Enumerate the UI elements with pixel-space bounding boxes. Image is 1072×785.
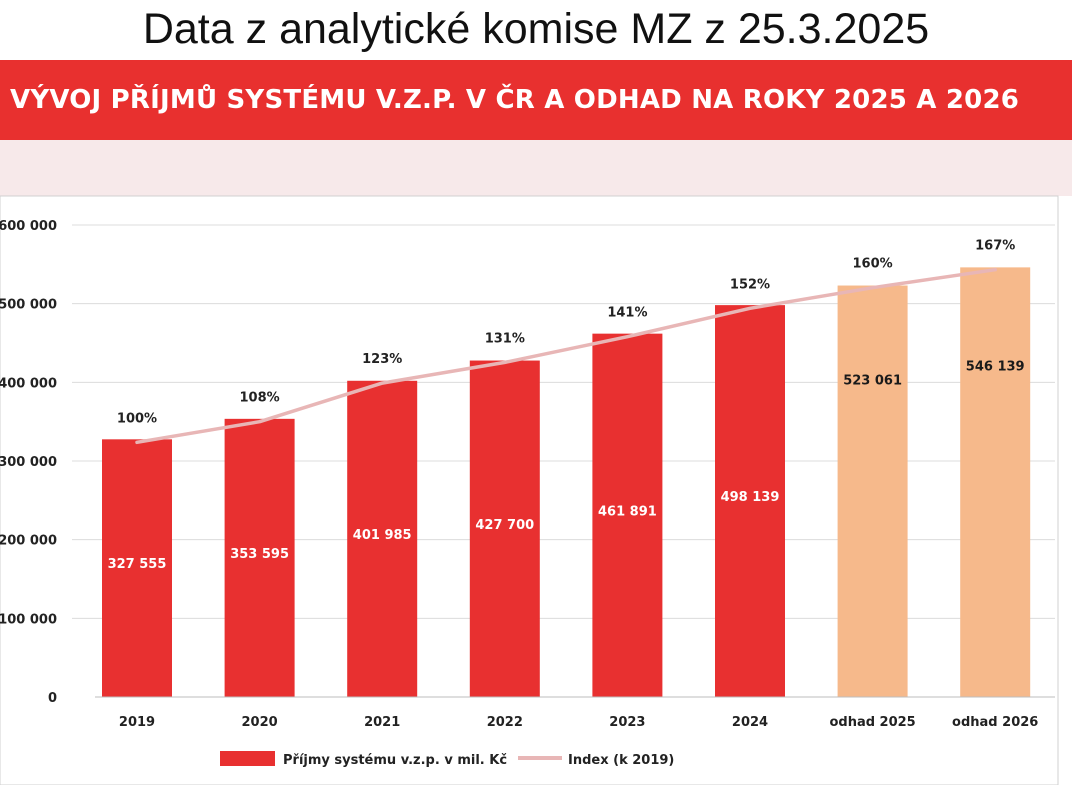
- y-tick-label: 100 000: [0, 612, 57, 627]
- bar: [837, 285, 908, 697]
- index-point: [381, 382, 383, 384]
- bar-value-label: 427 700: [475, 518, 534, 533]
- y-tick-label: 200 000: [0, 534, 57, 549]
- bar-value-label: 498 139: [721, 490, 780, 505]
- bar: [592, 333, 663, 697]
- chart-title-banner: VÝVOJ PŘÍJMŮ SYSTÉMU V.Z.P. V ČR A ODHAD…: [0, 60, 1072, 140]
- plot-frame: [0, 195, 1059, 785]
- bar-value-label: 401 985: [353, 528, 412, 543]
- x-tick-label: 2023: [609, 715, 645, 730]
- page-title: Data z analytické komise MZ z 25.3.2025: [142, 4, 930, 53]
- x-tick-label: odhad 2025: [829, 715, 915, 730]
- bar: [960, 267, 1031, 697]
- bar-value-label: 461 891: [598, 504, 657, 519]
- bar: [224, 418, 295, 697]
- chart-title: VÝVOJ PŘÍJMŮ SYSTÉMU V.Z.P. V ČR A ODHAD…: [10, 85, 1020, 115]
- index-line: [135, 267, 997, 445]
- x-tick-label: 2024: [732, 715, 768, 730]
- y-axis: 0 100 000 200 000 300 000 400 000 500 000 600 …: [0, 219, 57, 706]
- bar: [102, 439, 172, 697]
- bar: [347, 380, 418, 697]
- bar-value-label: 523 061: [843, 373, 902, 388]
- legend-bar-swatch: [220, 751, 275, 766]
- index-point: [749, 307, 751, 309]
- index-label: 131%: [485, 331, 525, 346]
- index-point: [994, 269, 996, 271]
- y-tick-label: 600 000: [0, 219, 57, 234]
- bar-series: [102, 267, 1031, 697]
- y-tick-label: 0: [48, 691, 57, 706]
- y-tick-label: 500 000: [0, 298, 57, 313]
- legend-bar-label: Příjmy systému v.z.p. v mil. Kč: [283, 753, 507, 768]
- bar-value-label: 327 555: [108, 557, 167, 572]
- y-tick-label: 300 000: [0, 455, 57, 470]
- y-tick-label: 400 000: [0, 376, 57, 391]
- index-labels: 100% 108% 123% 131% 141% 152% 160% 167%: [117, 239, 1015, 443]
- bar-value-label: 546 139: [966, 359, 1025, 374]
- chart-header-band: [0, 140, 1072, 196]
- x-tick-label: 2022: [487, 715, 523, 730]
- index-point: [626, 336, 628, 338]
- index-label: 108%: [240, 391, 280, 406]
- index-label: 123%: [362, 352, 402, 367]
- index-label: 167%: [975, 239, 1015, 254]
- index-point: [259, 421, 261, 423]
- legend: Příjmy systému v.z.p. v mil. Kč Index (k…: [220, 751, 674, 768]
- index-label: 160%: [853, 257, 893, 272]
- index-label: 100%: [117, 411, 157, 426]
- index-label: 141%: [607, 306, 647, 321]
- index-label: 152%: [730, 277, 770, 292]
- index-point: [872, 287, 874, 289]
- bar: [469, 360, 540, 697]
- bar-value-labels: 327 555 353 595 401 985 427 700 461 891 498 1…: [108, 359, 1025, 572]
- x-tick-label: odhad 2026: [952, 715, 1038, 730]
- bar-value-label: 353 595: [230, 547, 289, 562]
- x-axis: 2019 2020 2021 2022 2023 2024 odhad 2025 odhad …: [119, 715, 1038, 730]
- bar: [715, 305, 785, 697]
- x-tick-label: 2021: [364, 715, 400, 730]
- legend-line-label: Index (k 2019): [568, 753, 674, 768]
- index-point: [136, 441, 138, 443]
- index-point: [504, 361, 506, 363]
- x-tick-label: 2019: [119, 715, 155, 730]
- x-tick-label: 2020: [242, 715, 278, 730]
